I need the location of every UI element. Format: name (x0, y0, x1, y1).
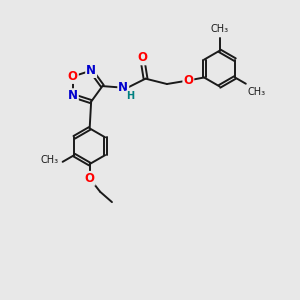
Text: O: O (138, 51, 148, 64)
Text: N: N (68, 89, 78, 102)
Text: CH₃: CH₃ (41, 155, 59, 165)
Text: O: O (68, 70, 78, 83)
Text: O: O (183, 74, 193, 87)
Text: N: N (118, 81, 128, 94)
Text: CH₃: CH₃ (211, 24, 229, 34)
Text: H: H (126, 91, 134, 101)
Text: N: N (86, 64, 96, 77)
Text: CH₃: CH₃ (247, 87, 266, 97)
Text: O: O (85, 172, 95, 185)
